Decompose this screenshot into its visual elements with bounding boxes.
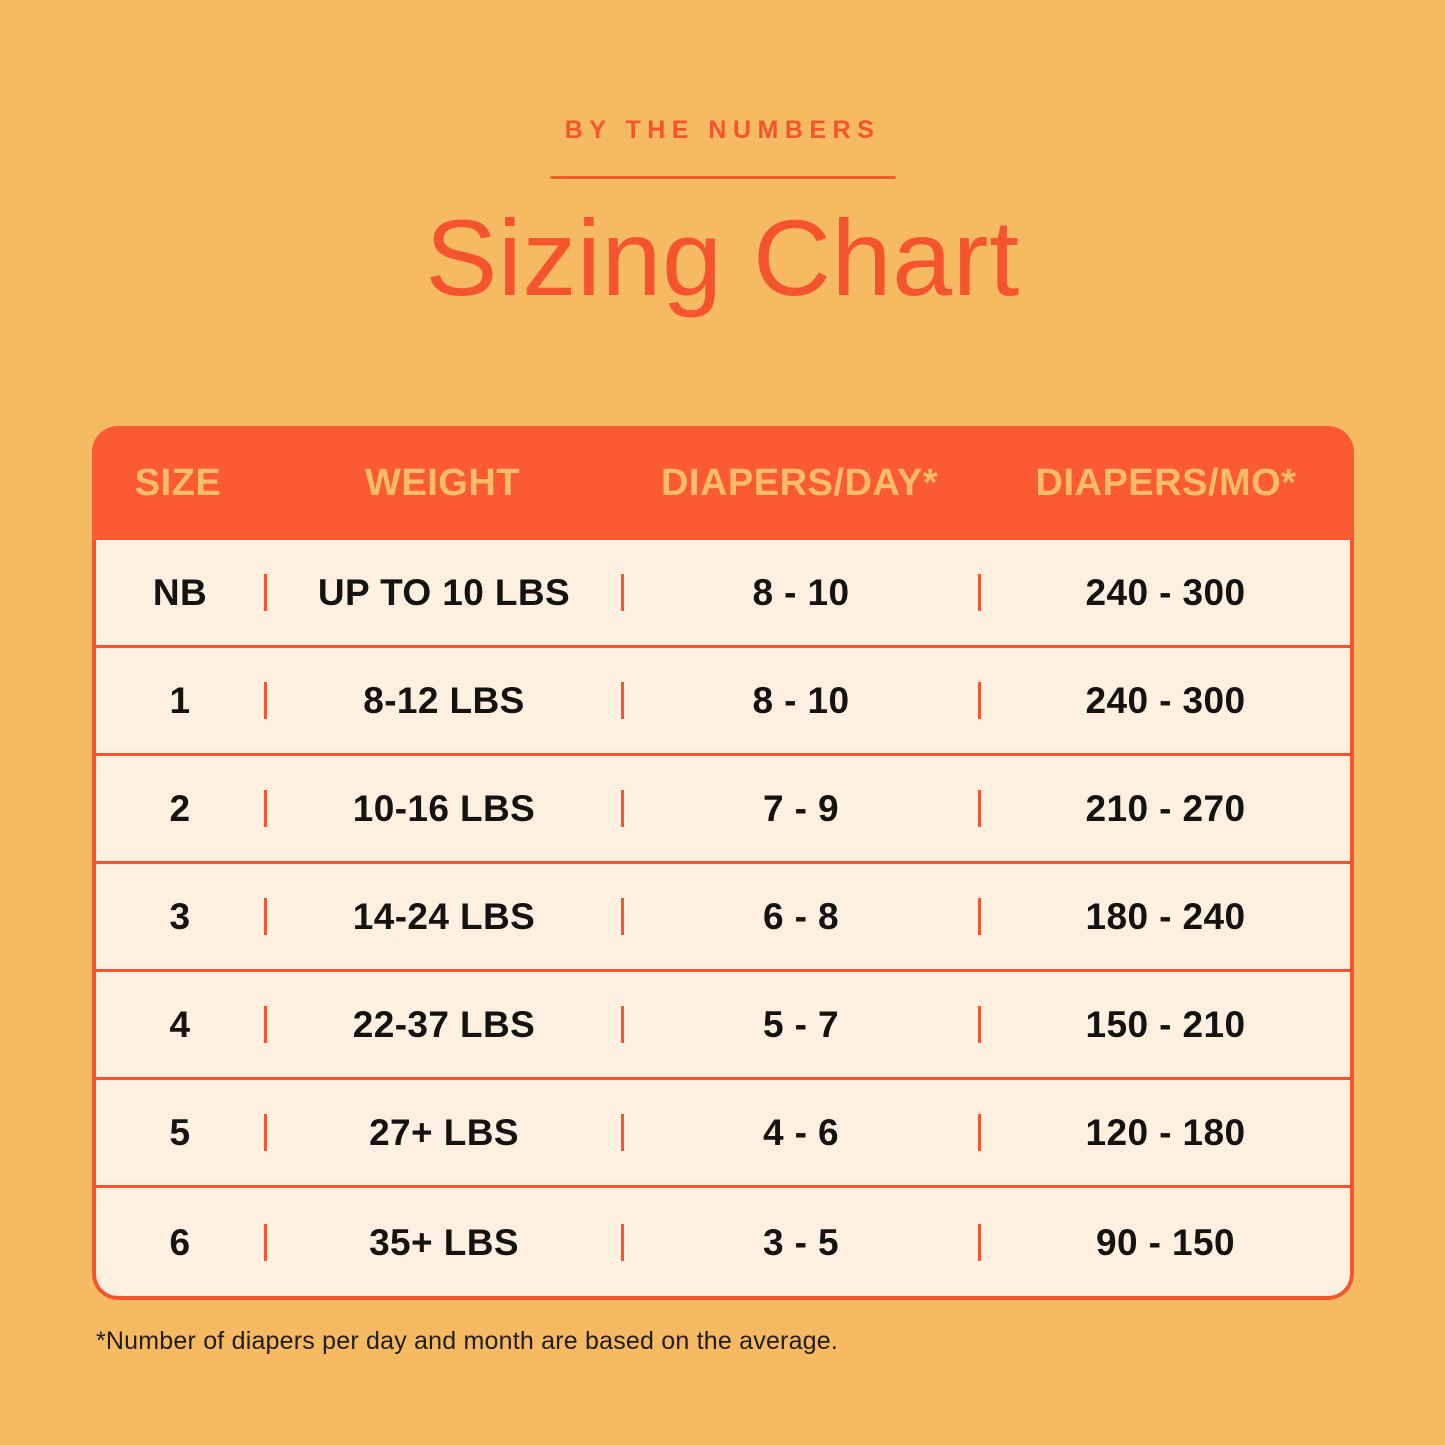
footnote-text: *Number of diapers per day and month are…	[96, 1327, 839, 1355]
table-row: 2 10-16 LBS 7 - 9 210 - 270	[96, 756, 1350, 864]
cell-diapers-day: 4 - 6	[621, 1114, 978, 1151]
cell-diapers-day: 6 - 8	[621, 898, 978, 935]
page-title: Sizing Chart	[425, 197, 1020, 318]
cell-diapers-day: 7 - 9	[621, 790, 978, 827]
eyebrow-wrapper: BY THE NUMBERS	[0, 118, 1445, 143]
sizing-table: SIZE WEIGHT DIAPERS/DAY* DIAPERS/MO* NB …	[92, 426, 1354, 1300]
cell-diapers-mo: 120 - 180	[978, 1114, 1350, 1151]
cell-size: 4	[169, 1004, 191, 1045]
cell-size: 5	[169, 1112, 191, 1153]
cell-weight: 22-37 LBS	[264, 1006, 621, 1043]
table-body: NB UP TO 10 LBS 8 - 10 240 - 300 1 8-12 …	[92, 540, 1354, 1300]
cell-diapers-mo: 240 - 300	[978, 574, 1350, 611]
table-row: 5 27+ LBS 4 - 6 120 - 180	[96, 1080, 1350, 1188]
table-row: 6 35+ LBS 3 - 5 90 - 150	[96, 1188, 1350, 1296]
cell-weight: 27+ LBS	[264, 1114, 621, 1151]
cell-diapers-day: 5 - 7	[621, 1006, 978, 1043]
cell-weight: 10-16 LBS	[264, 790, 621, 827]
cell-size: 1	[169, 680, 191, 721]
eyebrow-divider	[550, 176, 895, 179]
cell-diapers-mo: 180 - 240	[978, 898, 1350, 935]
column-header-size: SIZE	[134, 462, 222, 504]
table-row: NB UP TO 10 LBS 8 - 10 240 - 300	[96, 540, 1350, 648]
cell-weight: UP TO 10 LBS	[264, 574, 621, 611]
cell-size: 2	[169, 788, 191, 829]
column-header-diapers-mo: DIAPERS/MO*	[1035, 462, 1297, 504]
cell-size: 6	[169, 1221, 191, 1263]
cell-diapers-day: 8 - 10	[621, 574, 978, 611]
cell-diapers-day: 8 - 10	[621, 682, 978, 719]
column-header-diapers-day: DIAPERS/DAY*	[660, 462, 938, 504]
cell-size: NB	[152, 572, 208, 613]
table-row: 1 8-12 LBS 8 - 10 240 - 300	[96, 648, 1350, 756]
table-row: 4 22-37 LBS 5 - 7 150 - 210	[96, 972, 1350, 1080]
table-row: 3 14-24 LBS 6 - 8 180 - 240	[96, 864, 1350, 972]
column-header-weight: WEIGHT	[365, 462, 520, 504]
cell-weight: 35+ LBS	[264, 1223, 621, 1261]
cell-weight: 8-12 LBS	[264, 682, 621, 719]
cell-diapers-mo: 240 - 300	[978, 682, 1350, 719]
cell-weight: 14-24 LBS	[264, 898, 621, 935]
cell-diapers-mo: 210 - 270	[978, 790, 1350, 827]
table-header-row: SIZE WEIGHT DIAPERS/DAY* DIAPERS/MO*	[92, 426, 1354, 540]
cell-diapers-day: 3 - 5	[621, 1223, 978, 1261]
cell-size: 3	[169, 896, 191, 937]
cell-diapers-mo: 90 - 150	[978, 1223, 1350, 1261]
cell-diapers-mo: 150 - 210	[978, 1006, 1350, 1043]
eyebrow-label: BY THE NUMBERS	[564, 116, 881, 144]
